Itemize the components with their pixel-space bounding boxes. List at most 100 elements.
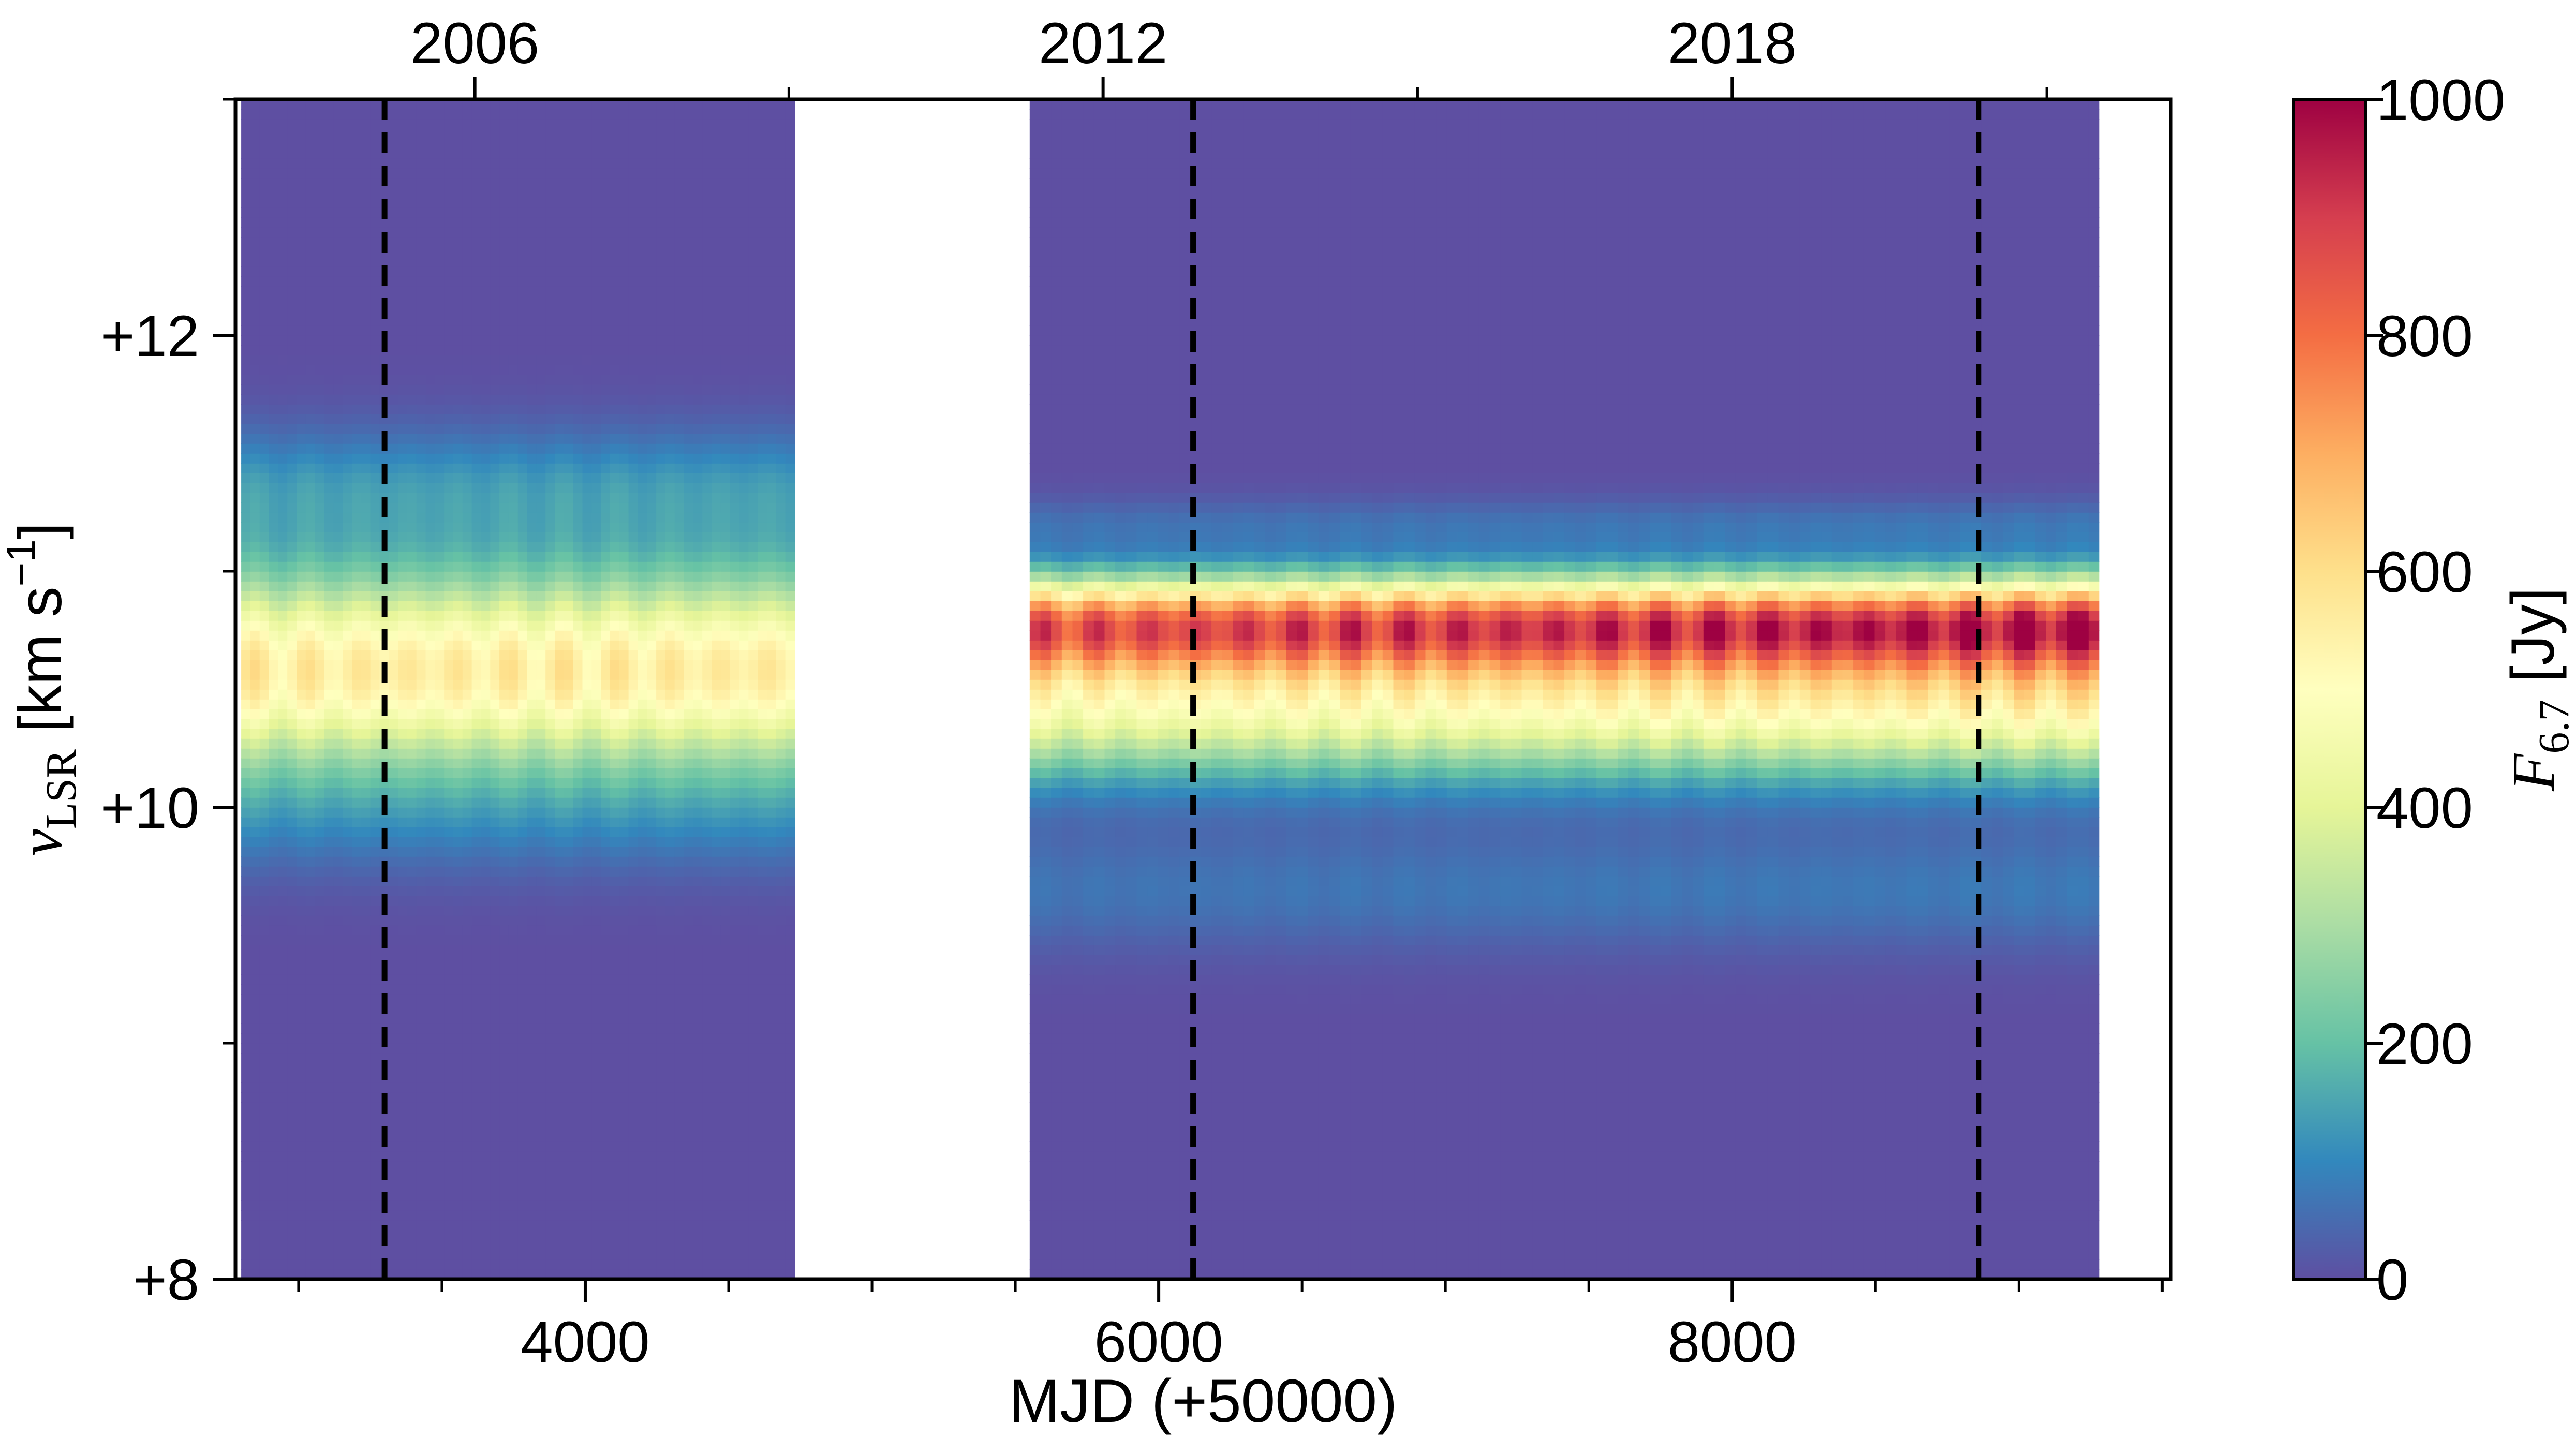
heatmap-cell — [444, 915, 454, 926]
heatmap-cell — [287, 689, 297, 700]
heatmap-cell — [453, 1250, 463, 1260]
heatmap-cell — [453, 709, 463, 719]
heatmap-cell — [490, 984, 500, 995]
heatmap-cell — [343, 1014, 352, 1024]
heatmap-cell — [545, 434, 555, 444]
heatmap-cell — [499, 1112, 509, 1122]
heatmap-cell — [407, 1220, 417, 1230]
heatmap-cell — [564, 925, 574, 936]
heatmap-cell — [315, 1112, 325, 1122]
heatmap-cell — [324, 1102, 334, 1112]
heatmap-cell — [564, 149, 574, 159]
heatmap-cell — [555, 1053, 565, 1063]
heatmap-cell — [545, 1230, 555, 1240]
heatmap-cell — [471, 1112, 482, 1122]
heatmap-cell — [462, 198, 472, 208]
heatmap-cell — [250, 738, 260, 749]
heatmap-cell — [416, 906, 426, 916]
heatmap-cell — [545, 542, 555, 552]
heatmap-cell — [343, 817, 352, 827]
heatmap-cell — [305, 1151, 316, 1162]
heatmap-cell — [305, 670, 316, 680]
heatmap-cell — [416, 168, 426, 179]
heatmap-cell — [536, 1269, 546, 1279]
heatmap-cell — [517, 316, 528, 326]
heatmap-cell — [582, 817, 593, 827]
heatmap-cell — [499, 178, 509, 188]
heatmap-cell — [379, 483, 389, 493]
heatmap-cell — [324, 434, 334, 444]
heatmap-cell — [407, 866, 417, 877]
heatmap-cell — [343, 984, 352, 995]
heatmap-cell — [601, 483, 611, 493]
heatmap-cell — [305, 876, 316, 886]
heatmap-cell — [389, 797, 398, 808]
heatmap-cell — [407, 129, 417, 139]
heatmap-cell — [389, 1151, 398, 1162]
heatmap-cell — [416, 473, 426, 483]
heatmap-cell — [370, 414, 380, 424]
heatmap-cell — [315, 748, 325, 759]
heatmap-cell — [564, 670, 574, 680]
heatmap-cell — [352, 660, 362, 670]
heatmap-cell — [333, 1102, 343, 1112]
heatmap-cell — [259, 266, 270, 277]
heatmap-cell — [527, 296, 537, 306]
heatmap-cell — [333, 1053, 343, 1063]
heatmap-cell — [398, 866, 408, 877]
heatmap-cell — [352, 286, 362, 296]
heatmap-cell — [471, 709, 482, 719]
heatmap-cell — [343, 1004, 352, 1014]
heatmap-cell — [343, 886, 352, 896]
heatmap-cell — [517, 1259, 528, 1270]
heatmap-cell — [601, 925, 611, 936]
heatmap-cell — [269, 886, 279, 896]
heatmap-cell — [250, 296, 260, 306]
heatmap-cell — [435, 886, 445, 896]
heatmap-cell — [269, 807, 279, 818]
heatmap-cell — [462, 778, 472, 788]
heatmap-cell — [453, 1004, 463, 1014]
heatmap-cell — [297, 178, 306, 188]
heatmap-cell — [471, 738, 482, 749]
heatmap-cell — [499, 699, 509, 709]
heatmap-cell — [601, 325, 611, 336]
heatmap-cell — [481, 257, 491, 267]
heatmap-cell — [453, 168, 463, 179]
heatmap-cell — [536, 453, 546, 464]
heatmap-cell — [462, 443, 472, 454]
heatmap-cell — [591, 1112, 601, 1122]
heatmap-cell — [481, 129, 491, 139]
heatmap-cell — [370, 640, 380, 650]
heatmap-cell — [471, 1082, 482, 1093]
heatmap-cell — [536, 1073, 546, 1083]
heatmap-cell — [545, 139, 555, 149]
heatmap-cell — [241, 1102, 251, 1112]
heatmap-cell — [444, 1014, 454, 1024]
heatmap-cell — [601, 1063, 611, 1073]
heatmap-cell — [361, 198, 371, 208]
heatmap-cell — [278, 1200, 288, 1211]
heatmap-cell — [481, 650, 491, 660]
heatmap-cell — [435, 974, 445, 985]
heatmap-cell — [555, 493, 565, 503]
heatmap-cell — [389, 1043, 398, 1054]
heatmap-cell — [379, 552, 389, 562]
heatmap-cell — [407, 1171, 417, 1181]
heatmap-cell — [278, 827, 288, 837]
heatmap-cell — [398, 365, 408, 375]
heatmap-cell — [297, 325, 306, 336]
heatmap-cell — [517, 650, 528, 660]
heatmap-cell — [305, 552, 316, 562]
heatmap-cell — [305, 640, 316, 650]
heatmap-cell — [241, 542, 251, 552]
heatmap-cell — [333, 247, 343, 257]
heatmap-cell — [601, 896, 611, 906]
heatmap-cell — [499, 1181, 509, 1191]
heatmap-cell — [425, 473, 436, 483]
heatmap-cell — [591, 522, 601, 532]
heatmap-cell — [555, 1112, 565, 1122]
heatmap-cell — [361, 1102, 371, 1112]
heatmap-cell — [545, 512, 555, 523]
heatmap-cell — [564, 886, 574, 896]
